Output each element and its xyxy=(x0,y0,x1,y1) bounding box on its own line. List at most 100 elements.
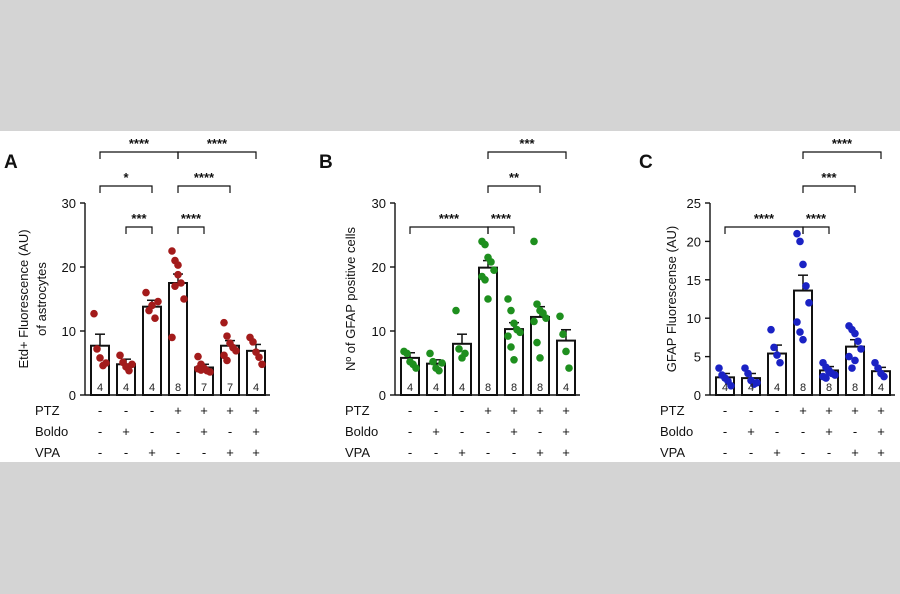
data-point xyxy=(793,229,801,238)
significance-label: **** xyxy=(832,136,853,151)
treatment-sign: + xyxy=(877,445,885,460)
significance-label: **** xyxy=(194,170,215,185)
significance-label: **** xyxy=(806,211,827,226)
y-tick-label: 15 xyxy=(687,273,701,288)
data-point xyxy=(533,300,541,308)
treatment-sign: - xyxy=(176,445,180,460)
n-label: 7 xyxy=(201,382,207,394)
treatment-sign: + xyxy=(226,403,234,418)
treatment-sign: + xyxy=(825,424,833,439)
significance-bracket xyxy=(99,185,153,193)
data-point xyxy=(799,335,807,344)
treatment-sign: - xyxy=(228,424,232,439)
treatment-label-ptz: PTZ xyxy=(35,403,60,418)
data-point xyxy=(403,349,411,358)
treatment-sign: - xyxy=(98,424,102,439)
y-axis-label: Etd+ Fluorescence (AU) xyxy=(16,229,31,368)
panel-letter: A xyxy=(4,152,18,173)
data-point xyxy=(565,364,573,372)
data-point xyxy=(536,354,544,362)
data-point xyxy=(530,317,538,326)
data-point xyxy=(773,351,781,359)
treatment-sign: - xyxy=(801,424,805,439)
n-label: 8 xyxy=(800,382,806,394)
treatment-label-boldo: Boldo xyxy=(345,424,378,439)
data-point xyxy=(851,356,859,365)
y-axis-label: of astrocytes xyxy=(34,262,49,336)
data-point xyxy=(507,306,515,315)
n-label: 4 xyxy=(253,382,259,394)
data-point xyxy=(481,276,489,284)
treatment-label-vpa: VPA xyxy=(345,445,370,460)
y-tick-label: 0 xyxy=(694,388,701,403)
data-point xyxy=(194,352,202,361)
n-label: 4 xyxy=(97,382,103,394)
y-tick-label: 30 xyxy=(372,196,386,211)
y-tick-label: 5 xyxy=(694,350,701,365)
n-label: 4 xyxy=(433,382,439,394)
treatment-sign: + xyxy=(799,403,807,418)
treatment-sign: + xyxy=(773,445,781,460)
figure: A Etd+ Fluorescence (AU) of astrocytes 0 10 2… xyxy=(0,131,900,462)
data-point xyxy=(461,349,469,358)
treatment-label-boldo: Boldo xyxy=(35,424,68,439)
treatment-sign: - xyxy=(775,424,779,439)
data-point xyxy=(154,297,162,306)
data-point xyxy=(490,266,498,274)
data-point xyxy=(125,366,133,375)
data-point xyxy=(510,319,518,328)
data-point xyxy=(429,357,437,366)
data-point xyxy=(727,381,735,390)
data-point xyxy=(168,333,176,342)
treatment-sign: + xyxy=(252,445,260,460)
y-tick-label: 30 xyxy=(62,196,76,211)
significance-label: **** xyxy=(439,211,460,226)
y-tick-label: 10 xyxy=(687,311,701,326)
treatment-sign: - xyxy=(723,445,727,460)
data-point xyxy=(90,309,98,318)
significance-label: **** xyxy=(754,211,775,226)
treatment-sign: + xyxy=(226,445,234,460)
data-point xyxy=(857,345,865,353)
data-point xyxy=(171,282,179,290)
data-point xyxy=(530,237,538,246)
data-point xyxy=(831,371,839,379)
treatment-sign: - xyxy=(408,424,412,439)
data-point xyxy=(116,351,124,360)
n-label: 4 xyxy=(748,382,754,394)
data-point xyxy=(556,312,564,321)
y-axis-label: GFAP Fluorescense (AU) xyxy=(664,226,679,372)
treatment-sign: + xyxy=(562,403,570,418)
bar xyxy=(478,266,498,396)
data-point xyxy=(206,368,214,376)
significance-label: *** xyxy=(519,136,535,151)
data-point xyxy=(96,354,104,362)
data-point xyxy=(799,260,807,269)
data-point xyxy=(255,353,263,362)
treatment-sign: - xyxy=(176,424,180,439)
data-point xyxy=(767,325,775,334)
treatment-sign: + xyxy=(562,445,570,460)
n-label: 4 xyxy=(722,382,728,394)
n-label: 8 xyxy=(826,382,832,394)
panel-b: B Nº of GFAP positive cells 0 10 20 30 4 4 4 8 8 8 4… xyxy=(319,136,580,460)
treatment-sign: + xyxy=(174,403,182,418)
significance-bracket xyxy=(802,226,830,234)
data-point xyxy=(793,318,801,326)
data-point xyxy=(805,299,813,307)
significance-label: * xyxy=(123,170,129,185)
treatment-sign: + xyxy=(148,445,156,460)
y-axis-label: Nº of GFAP positive cells xyxy=(343,227,358,371)
data-point xyxy=(848,364,856,372)
treatment-sign: - xyxy=(486,424,490,439)
significance-label: **** xyxy=(129,136,150,151)
data-point xyxy=(435,366,443,375)
n-label: 4 xyxy=(123,382,129,394)
data-point xyxy=(796,328,804,336)
data-point xyxy=(128,360,136,369)
treatment-sign: - xyxy=(460,403,464,418)
n-label: 8 xyxy=(485,382,491,394)
significance-bracket xyxy=(177,226,205,234)
treatment-label-boldo: Boldo xyxy=(660,424,693,439)
treatment-sign: - xyxy=(408,445,412,460)
